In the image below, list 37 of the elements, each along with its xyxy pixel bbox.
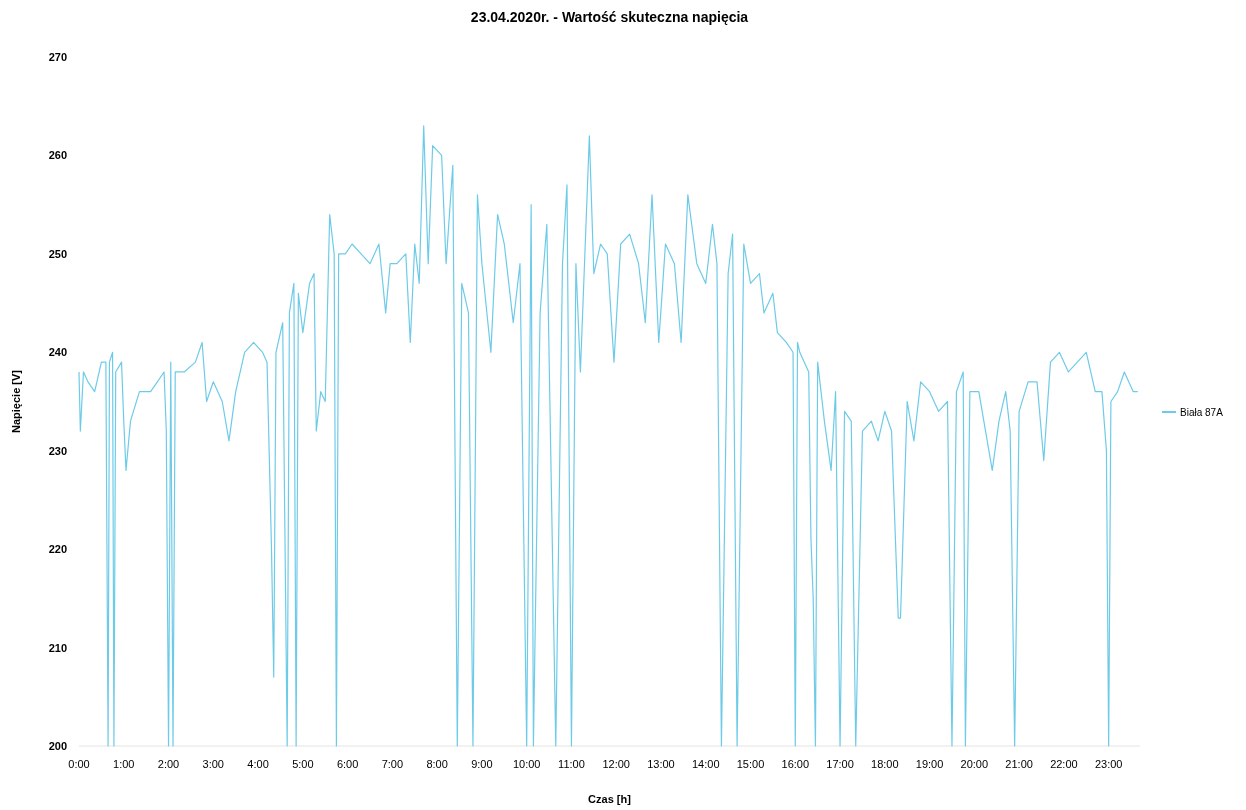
x-axis-title: Czas [h] <box>588 793 632 805</box>
x-tick-label: 0:00 <box>68 758 90 770</box>
x-tick-label: 7:00 <box>381 758 404 770</box>
x-tick-label: 5:00 <box>292 758 314 770</box>
x-tick-label: 13:00 <box>647 758 675 770</box>
y-tick-label: 270 <box>48 51 67 63</box>
y-tick-label: 230 <box>48 444 67 457</box>
x-tick-label: 10:00 <box>512 758 541 770</box>
y-tick-label: 200 <box>48 740 67 752</box>
y-tick-label: 220 <box>48 543 67 556</box>
x-tick-label: 6:00 <box>336 758 359 770</box>
x-tick-label: 3:00 <box>202 758 225 770</box>
x-tick-label: 8:00 <box>426 758 448 770</box>
x-tick-label: 2:00 <box>157 758 180 770</box>
line-series <box>78 125 1139 747</box>
y-tick-label: 250 <box>48 247 67 260</box>
x-tick-label: 21:00 <box>1005 758 1033 770</box>
x-tick-label: 12:00 <box>602 758 630 770</box>
x-tick-label: 1:00 <box>113 758 135 770</box>
x-tick-label: 23:00 <box>1094 758 1123 770</box>
x-tick-label: 15:00 <box>736 758 765 770</box>
legend-label: Biała 87A <box>1180 407 1224 418</box>
y-tick-label: 260 <box>48 149 67 162</box>
x-tick-label: 9:00 <box>471 758 493 770</box>
y-tick-label: 240 <box>48 346 67 359</box>
x-tick-label: 16:00 <box>781 758 810 770</box>
x-tick-label: 17:00 <box>826 758 854 770</box>
chart-title: 23.04.2020r. - Wartość skuteczna napięcia <box>470 9 749 25</box>
x-tick-label: 14:00 <box>691 758 720 770</box>
x-tick-label: 20:00 <box>960 758 989 770</box>
x-tick-label: 19:00 <box>915 758 944 770</box>
x-tick-label: 4:00 <box>247 758 269 770</box>
x-tick-label: 11:00 <box>558 758 585 770</box>
x-tick-label: 18:00 <box>871 758 899 770</box>
y-tick-label: 210 <box>48 641 67 654</box>
x-tick-label: 22:00 <box>1050 758 1078 770</box>
y-axis-title: Napięcie [V] <box>10 369 22 433</box>
